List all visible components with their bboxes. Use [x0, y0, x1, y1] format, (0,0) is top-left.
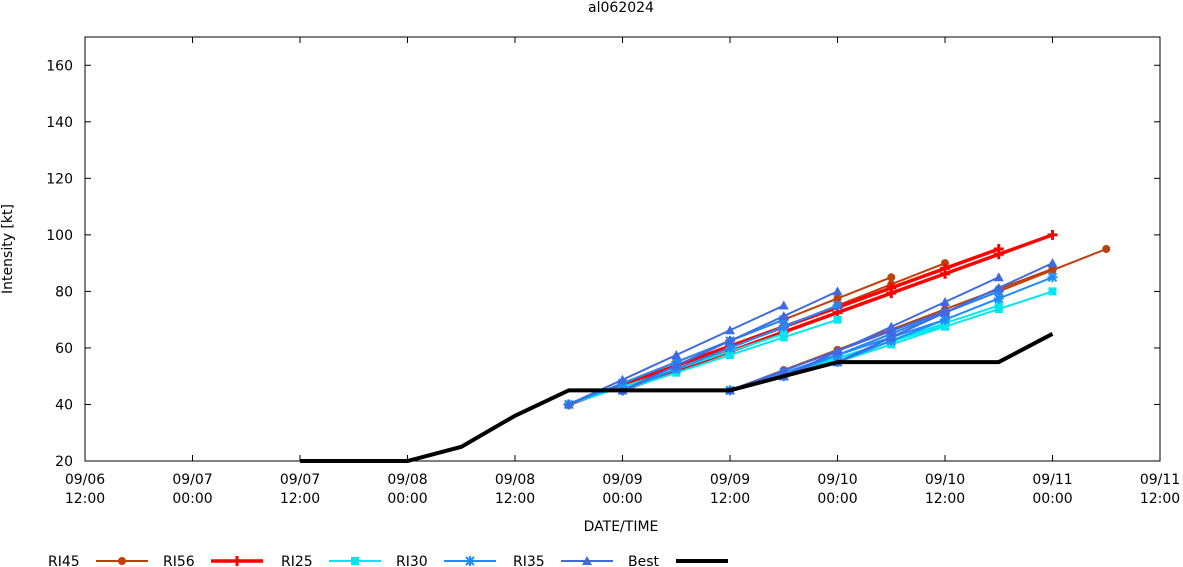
x-tick-date: 09/10 — [817, 472, 857, 488]
chart-title: al062024 — [588, 0, 654, 16]
data-point — [779, 333, 788, 342]
y-tick-label: 100 — [46, 228, 73, 244]
x-tick-date: 09/07 — [172, 472, 212, 488]
data-point — [886, 321, 897, 331]
x-tick-time: 12:00 — [495, 491, 535, 507]
x-tick-time: 12:00 — [1140, 491, 1180, 507]
legend-marker — [118, 557, 126, 565]
series-ri56 — [563, 229, 1058, 410]
data-point — [1047, 229, 1058, 240]
data-point — [993, 249, 1004, 260]
data-point — [832, 300, 843, 311]
data-point — [993, 272, 1004, 282]
data-point — [617, 374, 628, 384]
data-point — [671, 360, 682, 370]
data-point — [1048, 287, 1057, 296]
y-axis-label: Intensity [kt] — [0, 204, 16, 294]
data-point — [886, 288, 897, 299]
legend-label: RI56 — [163, 554, 195, 567]
data-point — [725, 335, 735, 345]
data-point — [993, 293, 1004, 304]
x-tick-time: 00:00 — [172, 491, 212, 507]
data-point — [940, 268, 950, 279]
x-tick-date: 09/11 — [1032, 472, 1072, 488]
data-point — [833, 315, 842, 324]
x-tick-time: 12:00 — [280, 491, 320, 507]
legend-marker — [582, 556, 592, 565]
data-point — [671, 350, 682, 359]
legend-label: RI45 — [48, 554, 80, 567]
data-point — [1047, 258, 1058, 268]
x-tick-time: 12:00 — [65, 491, 105, 507]
data-point — [563, 399, 574, 409]
data-point — [993, 282, 1004, 292]
y-tick-label: 80 — [55, 284, 73, 300]
series-best — [300, 332, 1054, 463]
y-tick-label: 120 — [46, 171, 73, 187]
legend-label: RI25 — [281, 554, 313, 567]
x-tick-date: 09/11 — [1140, 472, 1180, 488]
x-tick-date: 09/08 — [495, 472, 535, 488]
data-point — [832, 286, 843, 296]
data-point — [778, 365, 789, 375]
legend-label: Best — [628, 554, 660, 567]
legend-label: RI30 — [396, 554, 428, 567]
y-tick-label: 20 — [55, 454, 73, 470]
x-tick-date: 09/10 — [925, 472, 965, 488]
data-point — [886, 332, 897, 342]
data-point — [778, 311, 789, 321]
data-point — [940, 314, 950, 325]
legend-marker — [232, 556, 242, 566]
data-point — [940, 307, 950, 317]
y-tick-label: 60 — [55, 341, 73, 357]
x-tick-date: 09/09 — [710, 472, 750, 488]
x-axis-label: DATE/TIME — [584, 519, 659, 535]
data-point — [832, 346, 843, 356]
x-tick-time: 00:00 — [817, 491, 857, 507]
x-tick-date: 09/08 — [387, 472, 427, 488]
y-tick-label: 160 — [46, 58, 73, 74]
data-point — [940, 297, 950, 306]
data-point — [994, 305, 1003, 314]
x-tick-time: 00:00 — [602, 491, 642, 507]
series-ri45 — [564, 245, 1111, 409]
x-tick-date: 09/09 — [602, 472, 642, 488]
legend-marker — [351, 557, 359, 565]
legend-marker — [465, 556, 475, 566]
data-point — [725, 325, 735, 335]
x-tick-date: 09/07 — [280, 472, 320, 488]
x-tick-date: 09/06 — [65, 472, 105, 488]
data-point — [778, 300, 789, 310]
data-point — [941, 259, 949, 268]
x-tick-time: 00:00 — [1032, 491, 1072, 507]
x-tick-time: 12:00 — [710, 491, 750, 507]
data-point — [778, 321, 789, 332]
data-point — [725, 342, 735, 353]
data-point — [941, 322, 949, 331]
data-point — [887, 273, 896, 282]
y-tick-label: 140 — [46, 115, 73, 131]
best-track-line — [300, 332, 1054, 463]
x-tick-time: 00:00 — [387, 491, 427, 507]
data-point — [833, 294, 842, 303]
legend-label: RI35 — [513, 554, 545, 567]
y-tick-label: 40 — [55, 397, 73, 413]
data-point — [1102, 245, 1111, 253]
data-point — [1048, 266, 1057, 275]
x-tick-time: 12:00 — [925, 491, 965, 507]
data-point — [1047, 272, 1058, 283]
data-point — [726, 351, 734, 359]
